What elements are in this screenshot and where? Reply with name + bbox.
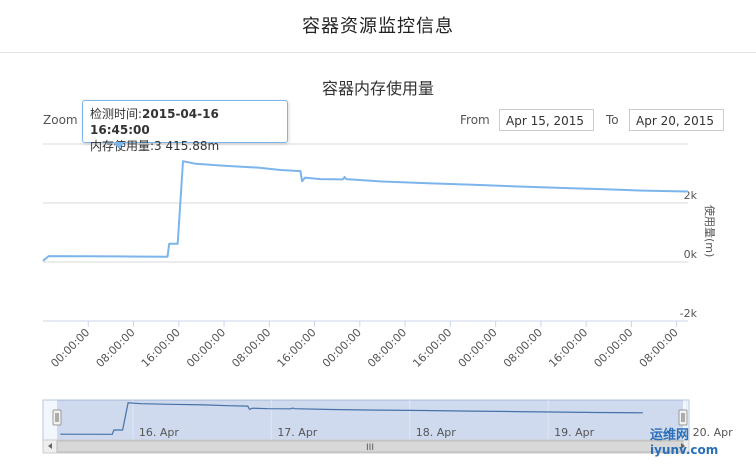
y-axis-label: 使用量(m): [703, 205, 716, 257]
series-line: [42, 160, 689, 262]
scrollbar-grip: III: [366, 443, 374, 453]
range-from-input[interactable]: Apr 15, 2015: [499, 109, 594, 131]
navigator-left-handle[interactable]: [52, 409, 62, 426]
navigator-date-label: 16. Apr: [139, 426, 179, 439]
x-tick-label: 16:00:00: [139, 326, 183, 370]
x-tick-label: 16:00:00: [275, 326, 319, 370]
page-title: 容器资源监控信息: [302, 16, 454, 37]
navigator-date-label: 20. Apr: [693, 426, 733, 439]
navigator-date-label: 19. Apr: [554, 426, 594, 439]
scroll-left-arrow-icon[interactable]: [48, 443, 52, 449]
x-tick-label: 08:00:00: [229, 326, 273, 370]
x-tick-label: 00:00:00: [456, 326, 500, 370]
tooltip-time-label: 检测时间:: [90, 107, 143, 121]
title-divider: [0, 52, 756, 53]
data-tooltip: 检测时间:2015-04-16 16:45:00 内存使用量:3 415.88m: [82, 100, 288, 153]
navigator-selection: [57, 400, 683, 440]
x-tick-label: 08:00:00: [501, 326, 545, 370]
chart-title: 容器内存使用量: [321, 79, 434, 98]
navigator-right-handle[interactable]: [678, 409, 688, 426]
x-tick-label: 16:00:00: [410, 326, 454, 370]
x-tick-label: 16:00:00: [546, 326, 590, 370]
navigator-date-label: 18. Apr: [416, 426, 456, 439]
y-tick-label: -2k: [680, 307, 698, 320]
zoom-label: Zoom: [43, 113, 78, 127]
navigator-series-line: [60, 402, 643, 435]
range-from-label: From: [460, 113, 490, 127]
navigator-scrollbar[interactable]: III: [42, 439, 690, 454]
scroll-right-arrow-icon[interactable]: [681, 443, 685, 449]
x-tick-label: 08:00:00: [365, 326, 409, 370]
x-tick-label: 00:00:00: [320, 326, 364, 370]
tooltip-time-value: 2015-04-16 16:45:00: [90, 107, 219, 137]
x-tick-label: 08:00:00: [94, 326, 138, 370]
navigator-date-label: 17. Apr: [277, 426, 317, 439]
range-to-input[interactable]: Apr 20, 2015: [629, 109, 724, 131]
x-tick-label: 08:00:00: [637, 326, 681, 370]
x-tick-label: 00:00:00: [591, 326, 635, 370]
range-to-label: To: [606, 113, 619, 127]
y-tick-label: 0k: [684, 248, 698, 261]
watermark-logo: 运维网 iyunv.com: [650, 428, 719, 457]
navigator-frame: [42, 399, 690, 441]
tooltip-pointer: [113, 142, 125, 149]
x-tick-label: 00:00:00: [184, 326, 228, 370]
x-tick-label: 00:00:00: [48, 326, 92, 370]
tooltip-usage-value: 3 415.88m: [154, 139, 220, 153]
